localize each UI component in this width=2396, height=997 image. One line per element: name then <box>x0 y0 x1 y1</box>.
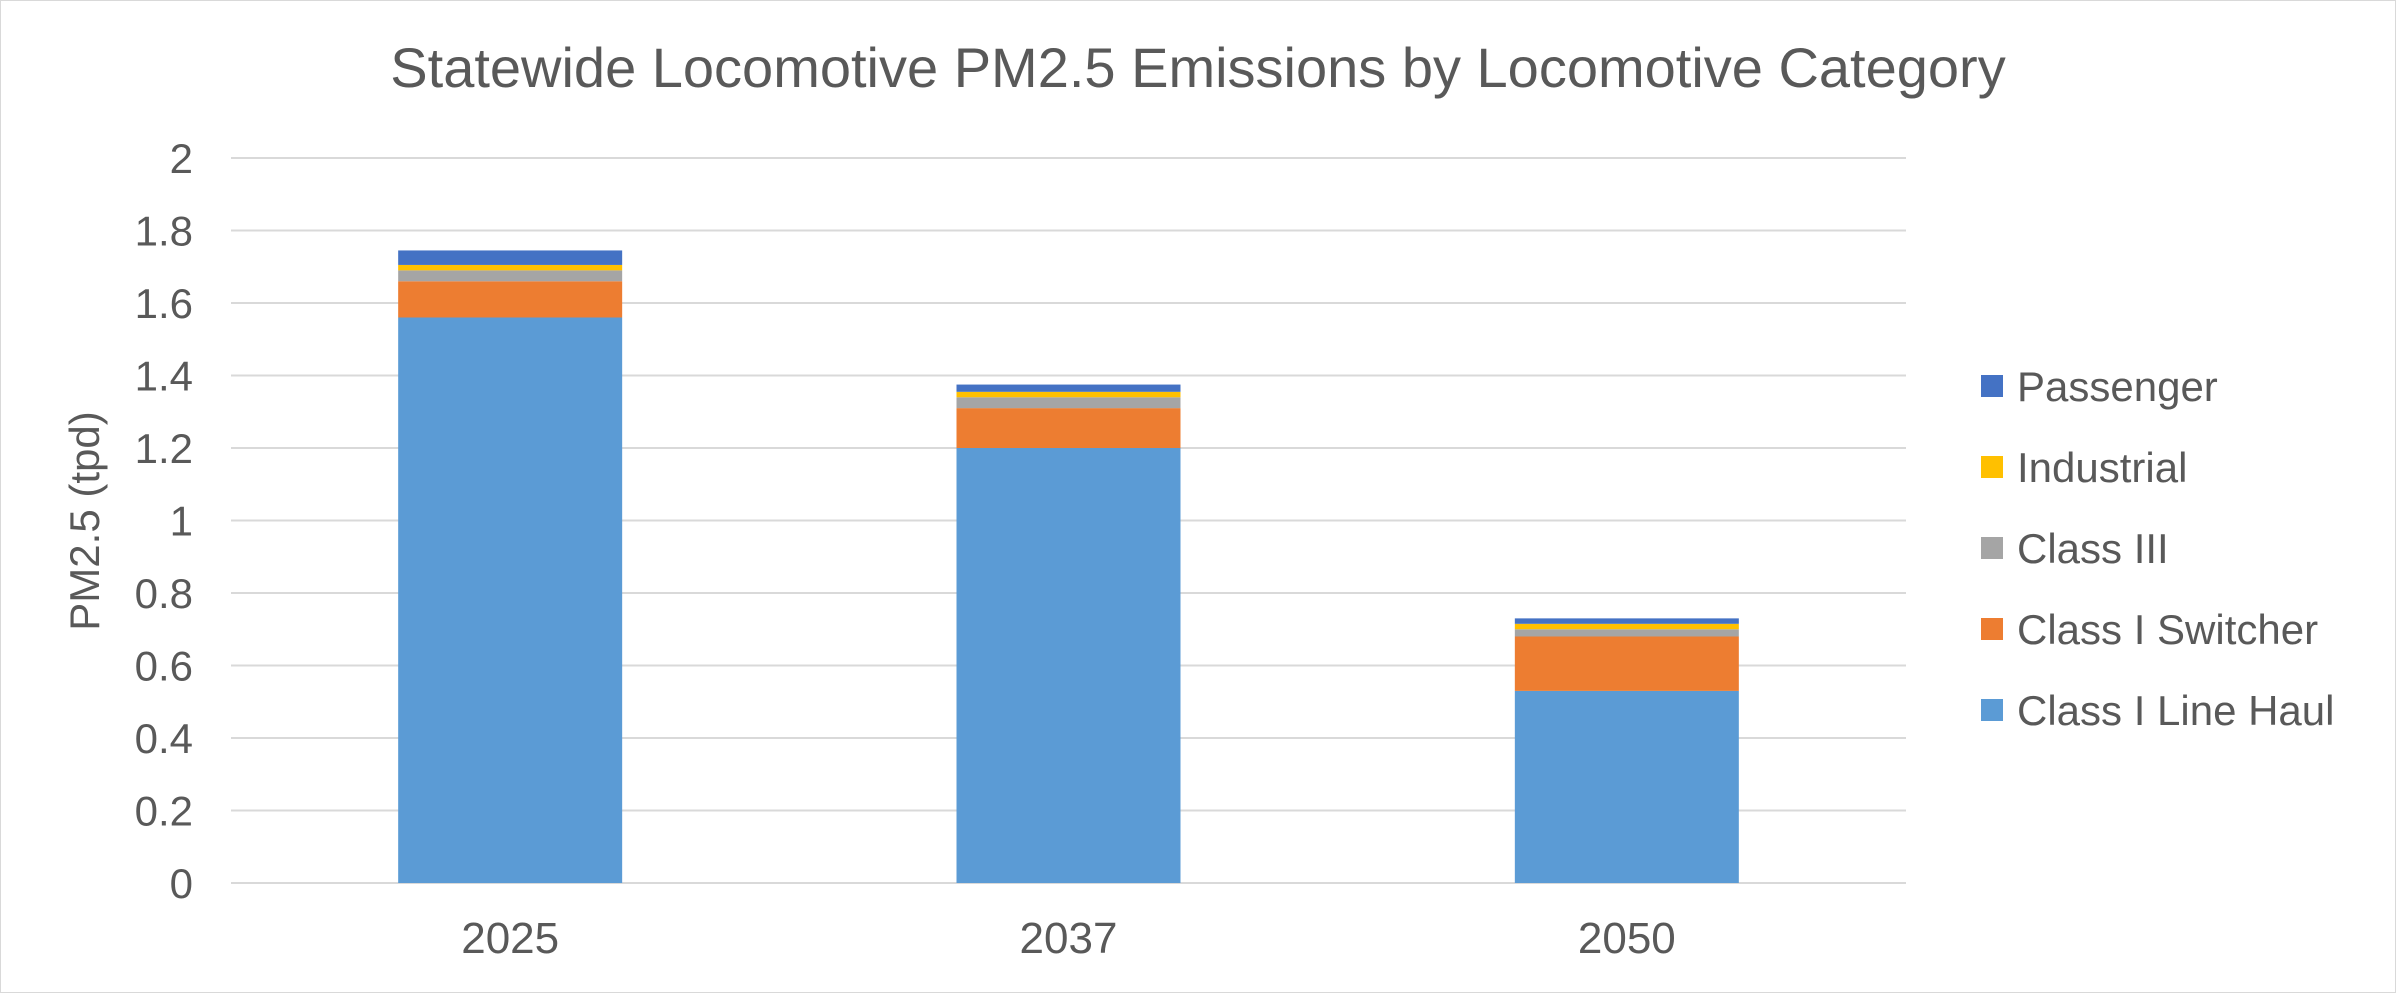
bar-segment <box>398 270 623 282</box>
bar-segment <box>1514 690 1739 883</box>
bar-segment <box>956 397 1181 409</box>
legend-swatch <box>1981 618 2003 640</box>
y-tick-label: 1.4 <box>135 353 193 400</box>
y-tick-label: 0.4 <box>135 715 193 762</box>
bar-segment <box>1514 629 1739 637</box>
y-tick-label: 0.8 <box>135 570 193 617</box>
bar-segment <box>956 384 1181 392</box>
chart-title: Statewide Locomotive PM2.5 Emissions by … <box>390 36 2005 99</box>
y-tick-label: 1 <box>170 498 193 545</box>
legend-swatch <box>1981 375 2003 397</box>
y-tick-label: 1.2 <box>135 425 193 472</box>
bar-segment <box>956 391 1181 398</box>
bar-segment <box>1514 623 1739 630</box>
y-tick-label: 1.8 <box>135 208 193 255</box>
legend-swatch <box>1981 456 2003 478</box>
bar-segment <box>398 264 623 271</box>
x-category-label: 2037 <box>1020 914 1118 963</box>
bar-segment <box>398 281 623 318</box>
legend-label: Industrial <box>2017 444 2187 491</box>
bar-segment <box>398 317 623 883</box>
bar-segment <box>398 250 623 265</box>
legend-label: Class I Line Haul <box>2017 687 2334 734</box>
y-tick-label: 0.2 <box>135 788 193 835</box>
legend-swatch <box>1981 699 2003 721</box>
bar-segment <box>1514 618 1739 624</box>
y-tick-label: 0.6 <box>135 643 193 690</box>
bars <box>398 250 1739 883</box>
x-category-label: 2025 <box>461 914 559 963</box>
y-axis-label: PM2.5 (tpd) <box>61 411 108 630</box>
bar-segment <box>1514 636 1739 691</box>
y-tick-label: 0 <box>170 860 193 907</box>
y-tick-label: 1.6 <box>135 280 193 327</box>
legend-label: Passenger <box>2017 363 2218 410</box>
y-axis-ticks: 0 0.2 0.4 0.6 0.8 1 1.2 1.4 1.6 1.8 2 <box>135 135 193 907</box>
x-category-label: 2050 <box>1578 914 1676 963</box>
x-axis-categories: 2025 2037 2050 <box>461 914 1676 963</box>
legend-swatch <box>1981 537 2003 559</box>
legend: Passenger Industrial Class III Class I Swit… <box>1981 363 2334 734</box>
y-tick-label: 2 <box>170 135 193 182</box>
bar-segment <box>956 448 1181 883</box>
bar-segment <box>956 408 1181 448</box>
legend-label: Class III <box>2017 525 2169 572</box>
legend-label: Class I Switcher <box>2017 606 2318 653</box>
